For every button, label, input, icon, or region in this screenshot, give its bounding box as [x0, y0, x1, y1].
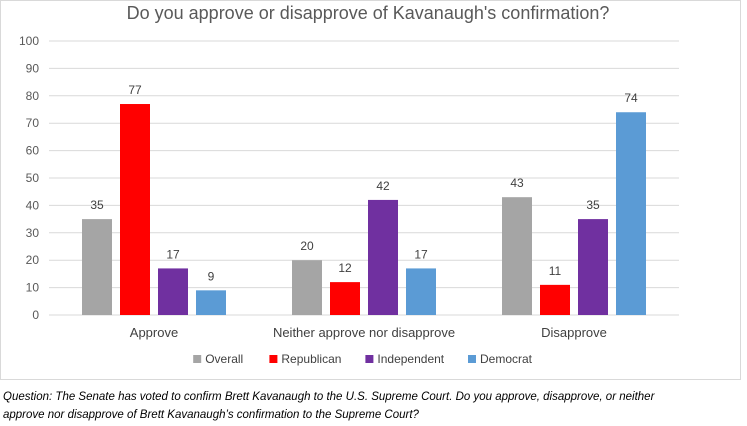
bar-democrat-2: [616, 112, 646, 316]
y-tick-label: 30: [26, 226, 40, 240]
legend: Overall Republican Independent Democrat: [193, 352, 533, 366]
bar-chart: Do you approve or disapprove of Kavanaug…: [19, 3, 679, 366]
data-label: 20: [300, 239, 314, 253]
bar-independent-2: [578, 219, 608, 315]
legend-swatch-democrat: [468, 355, 476, 363]
bar-republican-2: [540, 284, 570, 315]
data-label: 35: [586, 198, 600, 212]
data-label: 12: [338, 261, 352, 275]
y-tick-label: 70: [26, 116, 40, 130]
bar-republican-1: [330, 282, 360, 315]
question-caption: Question: The Senate has voted to confir…: [3, 388, 745, 424]
category-labels: Approve Neither approve nor disapprove Dis…: [130, 325, 607, 340]
data-label: 17: [414, 247, 428, 261]
caption-line-2: approve nor disapprove of Brett Kavanaug…: [3, 409, 419, 421]
y-tick-label: 100: [19, 34, 39, 48]
y-tick-label: 60: [26, 144, 40, 158]
bar-overall-1: [292, 260, 322, 315]
legend-swatch-republican: [269, 355, 278, 363]
bar-democrat-1: [406, 268, 436, 315]
chart-title: Do you approve or disapprove of Kavanaug…: [127, 3, 610, 23]
category-label: Disapprove: [541, 325, 607, 340]
bar-independent-1: [368, 199, 398, 315]
bars: [82, 104, 646, 316]
data-label: 77: [128, 83, 142, 97]
legend-label-republican: Republican: [281, 352, 341, 366]
data-label: 42: [376, 179, 390, 193]
data-label: 17: [166, 247, 180, 261]
gridlines: [49, 40, 679, 316]
legend-label-overall: Overall: [205, 352, 243, 366]
data-label: 11: [549, 264, 562, 278]
category-label: Neither approve nor disapprove: [273, 325, 455, 340]
category-label: Approve: [130, 325, 178, 340]
data-label: 9: [208, 269, 215, 283]
legend-swatch-overall: [193, 355, 202, 363]
caption-line-1: Question: The Senate has voted to confir…: [3, 391, 655, 403]
data-label: 35: [90, 198, 104, 212]
y-tick-label: 50: [26, 171, 40, 185]
data-label: 74: [624, 91, 638, 105]
y-tick-label: 40: [26, 198, 40, 212]
y-tick-label: 10: [26, 281, 40, 295]
chart-frame: Do you approve or disapprove of Kavanaug…: [0, 0, 741, 380]
y-tick-label: 90: [26, 61, 40, 75]
bar-overall-0: [82, 219, 112, 315]
y-axis-ticks: 0 10 20 30 40 50 60 70 80 90 100: [19, 34, 39, 322]
bar-overall-2: [502, 197, 532, 315]
y-tick-label: 80: [26, 89, 40, 103]
bar-independent-0: [158, 268, 188, 315]
y-tick-label: 20: [26, 253, 40, 267]
legend-label-democrat: Democrat: [480, 352, 533, 366]
legend-label-independent: Independent: [377, 352, 444, 366]
bar-republican-0: [120, 104, 150, 316]
data-labels: 35 77 17 9 20 12 42 17 43 11 35 74: [90, 83, 638, 283]
y-tick-label: 0: [32, 308, 39, 322]
bar-democrat-0: [196, 290, 226, 315]
legend-swatch-independent: [365, 355, 374, 363]
data-label: 43: [510, 176, 524, 190]
